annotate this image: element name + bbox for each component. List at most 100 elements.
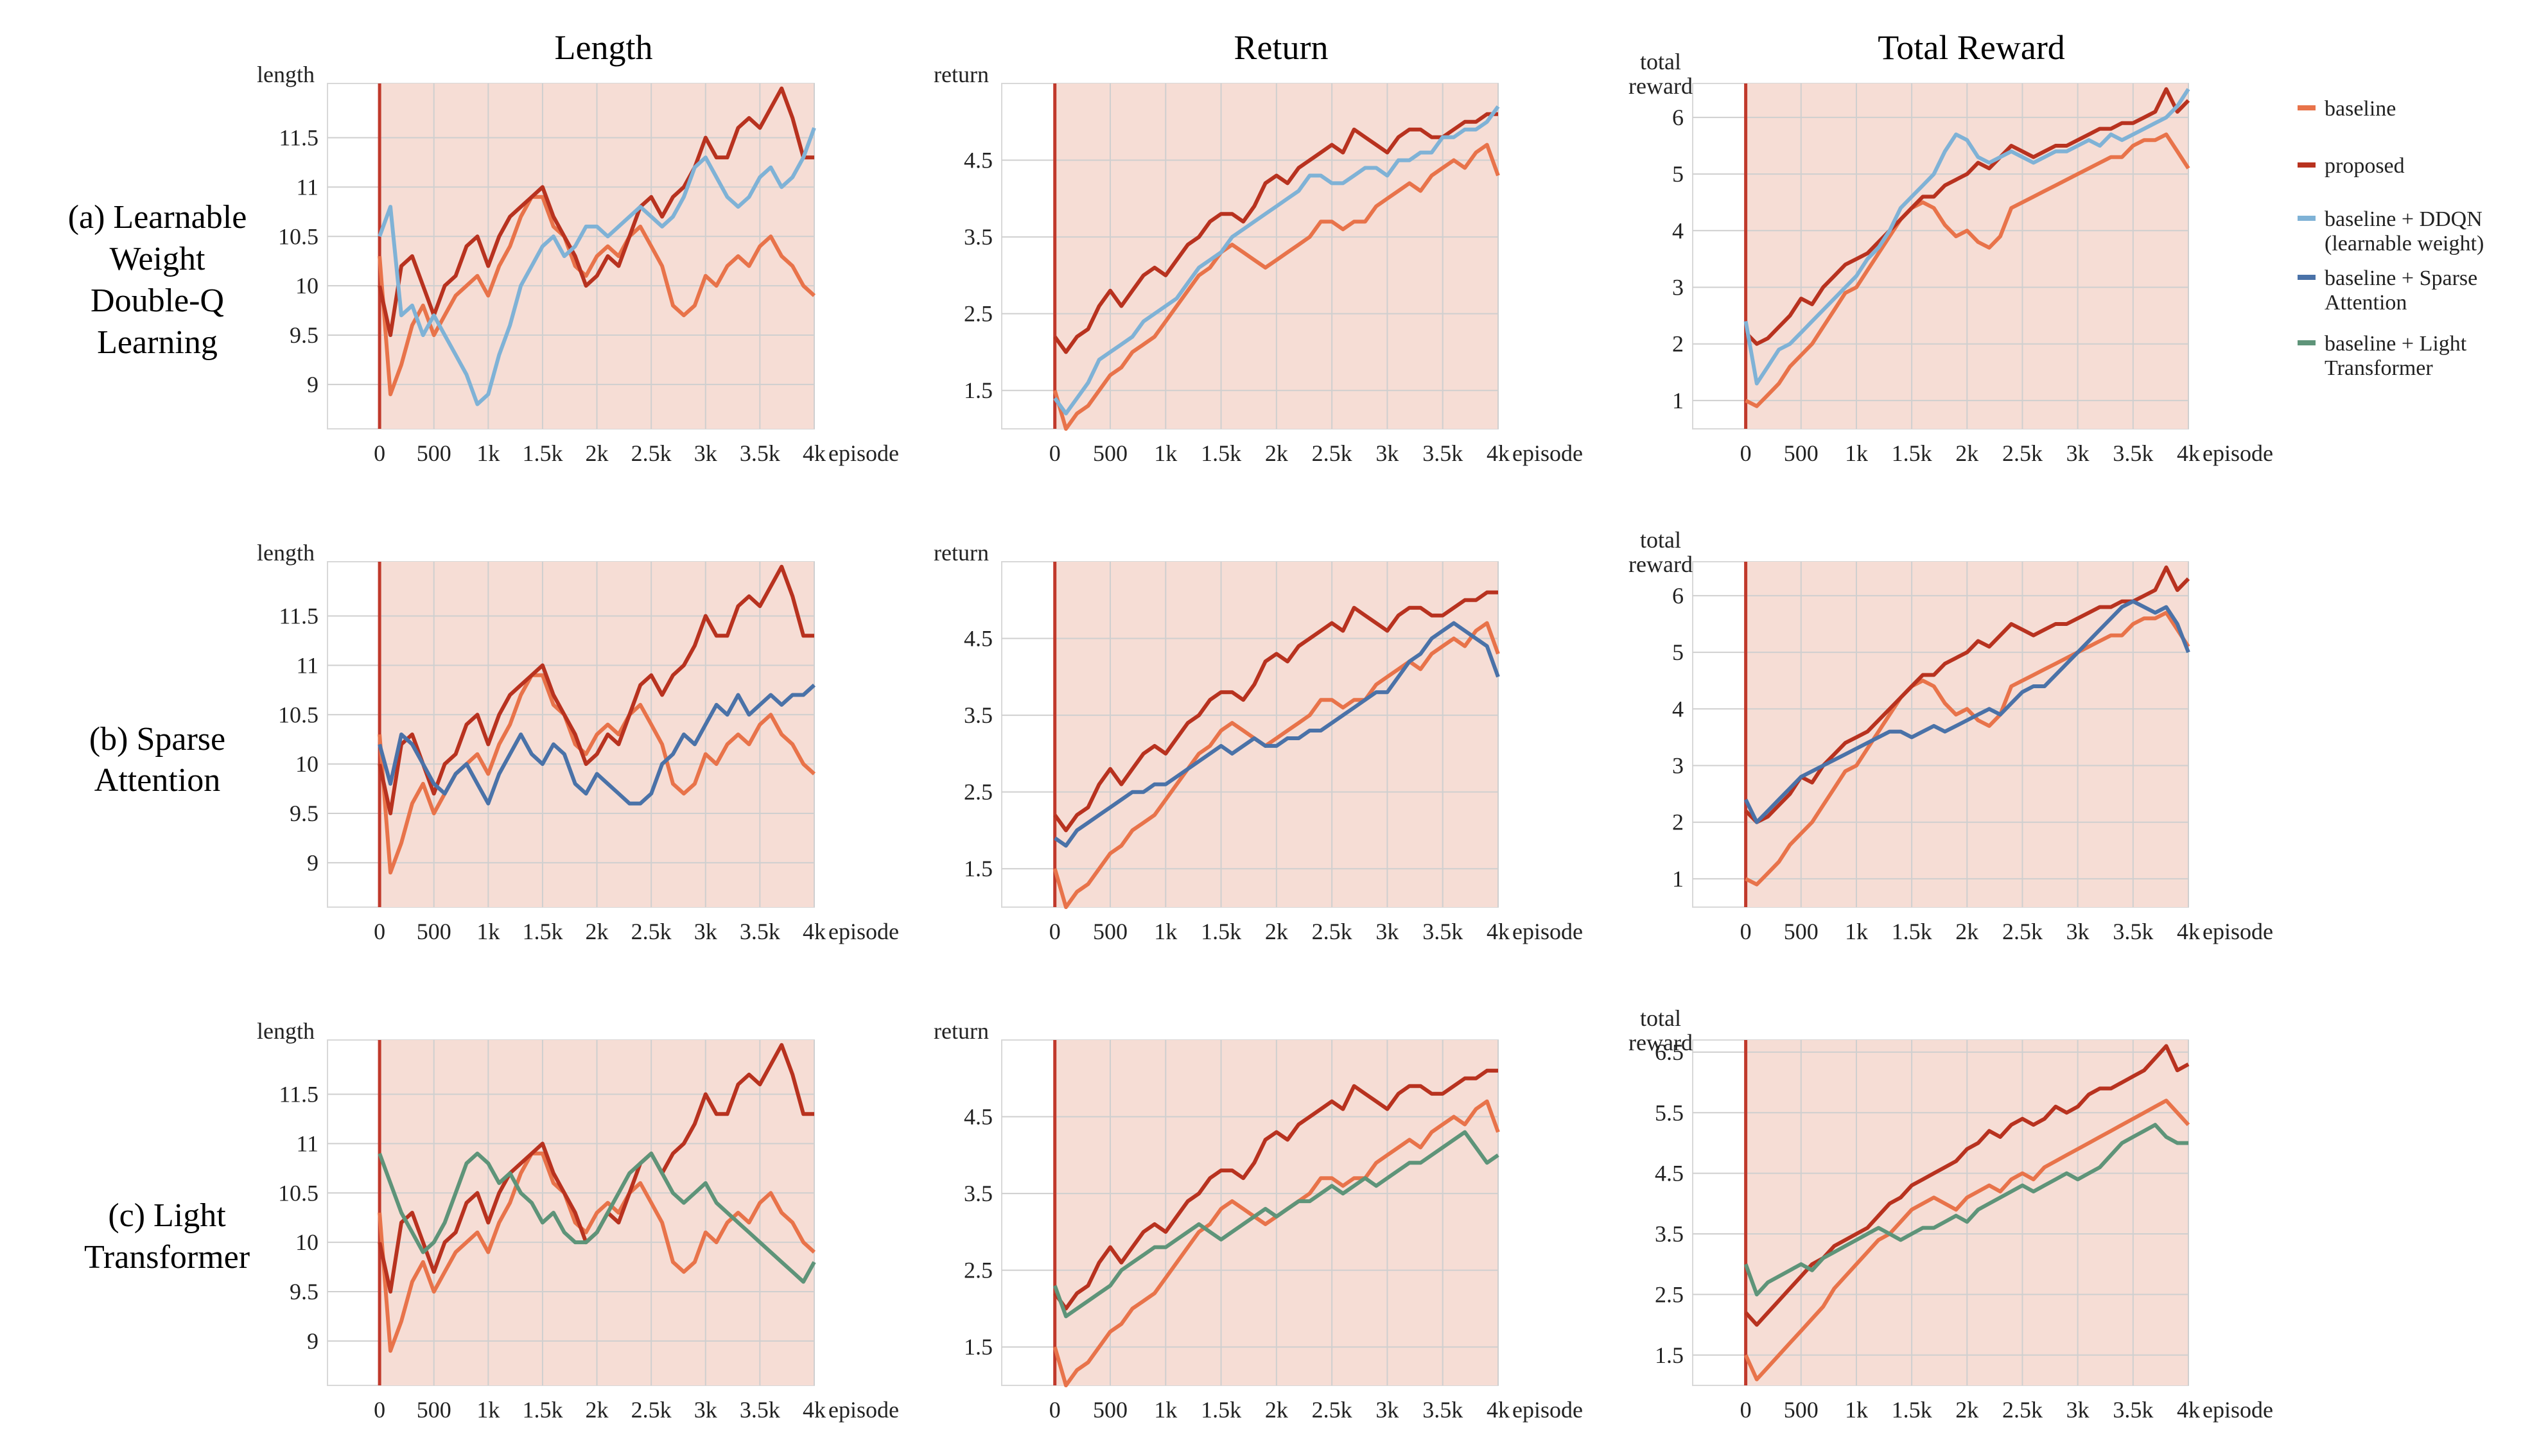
y-tick-label: 4.5 bbox=[964, 626, 993, 652]
y-tick-label: 3 bbox=[1672, 275, 1684, 300]
y-tick-label: 2 bbox=[1672, 810, 1684, 835]
series-line bbox=[378, 683, 816, 806]
x-tick-label: 2.5k bbox=[2002, 1397, 2043, 1423]
x-tick-label: 500 bbox=[1784, 919, 1819, 944]
series-line bbox=[1743, 1123, 2188, 1297]
panel-b-length: 9 9.5 10 10.5 11 11.5 0 500 1k 1.5k 2k 2.5k 3k 3.5k 4k… bbox=[257, 540, 899, 944]
legend-label: baseline + DDQN bbox=[2325, 207, 2483, 231]
panel-b-total-reward: 1 2 3 4 5 6 0 500 1k 1.5k 2k 2.5k 3k 3.5k 4k episode tot… bbox=[1628, 527, 2273, 944]
column-title-length: Length bbox=[555, 28, 653, 67]
y-axis-label: total reward bbox=[1628, 527, 1693, 577]
x-tick-label: 1k bbox=[476, 1397, 500, 1423]
x-tick-label: 0 bbox=[1740, 440, 1752, 466]
row-label-b-line: (b) Sparse bbox=[89, 721, 225, 758]
y-tick-label: 11 bbox=[296, 174, 318, 200]
legend-swatch bbox=[2298, 340, 2316, 345]
y-axis-label: total reward bbox=[1628, 1005, 1693, 1055]
y-tick-label: 10.5 bbox=[278, 1180, 318, 1206]
x-tick-label: 3k bbox=[694, 440, 717, 466]
y-tick-label: 5 bbox=[1672, 639, 1684, 665]
x-tick-label: 1.5k bbox=[1892, 440, 1932, 466]
x-tick-label: 3.5k bbox=[2113, 919, 2153, 944]
y-axis-label: length bbox=[257, 1018, 315, 1044]
series-line bbox=[1053, 112, 1498, 354]
x-tick-label: 3.5k bbox=[1422, 440, 1463, 466]
y-tick-label: 1 bbox=[1672, 866, 1684, 892]
x-tick-label: 3.5k bbox=[1422, 1397, 1463, 1423]
y-tick-label: 10.5 bbox=[278, 223, 318, 249]
y-tick-label: 2.5 bbox=[964, 1258, 993, 1283]
legend-item-proposed: proposed bbox=[2298, 154, 2405, 178]
legend-swatch bbox=[2298, 275, 2316, 280]
y-axis-label-line: reward bbox=[1628, 1030, 1693, 1055]
x-tick-label: 0 bbox=[374, 919, 385, 944]
panel-c-length: 9 9.5 10 10.5 11 11.5 0 500 1k 1.5k 2k 2.5k 3k 3.5k 4k… bbox=[257, 1018, 899, 1423]
series-line bbox=[1052, 143, 1500, 431]
x-tick-label: 3.5k bbox=[740, 440, 780, 466]
y-axis-label-line: total bbox=[1640, 1005, 1681, 1031]
y-axis-label: return bbox=[934, 62, 989, 87]
x-tick-label: 2.5k bbox=[2002, 440, 2043, 466]
legend-label: Transformer bbox=[2325, 356, 2433, 380]
x-axis-label: episode bbox=[828, 1397, 899, 1423]
y-tick-label: 4 bbox=[1672, 696, 1684, 722]
y-tick-label: 3.5 bbox=[1655, 1221, 1684, 1247]
y-tick-label: 4.5 bbox=[1655, 1161, 1684, 1186]
y-axis-label-line: total bbox=[1640, 49, 1681, 74]
y-tick-label: 3.5 bbox=[964, 702, 993, 728]
x-tick-label: 2k bbox=[1955, 440, 1978, 466]
y-axis-label-line: reward bbox=[1628, 551, 1693, 577]
row-label-a-line: Weight bbox=[110, 241, 205, 277]
y-tick-label: 3 bbox=[1672, 753, 1684, 779]
legend-item-ddqn: baseline + DDQN(learnable weight) bbox=[2298, 207, 2484, 256]
series-line bbox=[378, 1151, 816, 1284]
x-tick-label: 3.5k bbox=[2113, 1397, 2153, 1423]
y-tick-label: 10 bbox=[295, 1229, 318, 1255]
x-axis-label: episode bbox=[1512, 440, 1583, 466]
series-line bbox=[1053, 1068, 1498, 1311]
y-axis-label-line: reward bbox=[1628, 73, 1693, 99]
series-line bbox=[378, 86, 814, 337]
series-line bbox=[1052, 621, 1500, 909]
y-tick-label: 2.5 bbox=[1655, 1281, 1684, 1307]
y-tick-label: 11.5 bbox=[279, 1082, 318, 1107]
x-tick-label: 1.5k bbox=[522, 919, 563, 944]
series-line bbox=[378, 564, 814, 815]
column-title-total-reward: Total Reward bbox=[1878, 28, 2065, 67]
legend-swatch bbox=[2298, 105, 2316, 110]
y-tick-label: 9 bbox=[307, 1328, 318, 1354]
x-tick-label: 1k bbox=[476, 919, 500, 944]
x-tick-label: 3k bbox=[1375, 1397, 1399, 1423]
x-axis-label: episode bbox=[1512, 1397, 1583, 1423]
row-label-a-line: (a) Learnable bbox=[68, 199, 247, 236]
y-tick-label: 9.5 bbox=[290, 1279, 318, 1304]
x-tick-label: 3k bbox=[2066, 919, 2090, 944]
y-tick-label: 11 bbox=[296, 1131, 318, 1156]
x-tick-label: 4k bbox=[803, 440, 826, 466]
x-tick-label: 500 bbox=[1784, 1397, 1819, 1423]
x-tick-label: 2.5k bbox=[2002, 919, 2043, 944]
x-tick-label: 0 bbox=[374, 1397, 385, 1423]
series-line bbox=[378, 127, 816, 406]
x-tick-label: 4k bbox=[803, 919, 826, 944]
y-tick-label: 1.5 bbox=[964, 377, 993, 403]
x-tick-label: 2.5k bbox=[631, 919, 672, 944]
x-tick-label: 4k bbox=[1487, 440, 1510, 466]
x-tick-label: 3k bbox=[694, 1397, 717, 1423]
series-line bbox=[378, 1151, 816, 1353]
panel-c-total-reward: 1.5 2.5 3.5 4.5 5.5 6.5 0 500 1k 1.5k 2k 2.5k 3k 3.5k… bbox=[1628, 1005, 2273, 1423]
x-tick-label: 3.5k bbox=[2113, 440, 2153, 466]
y-tick-label: 1 bbox=[1672, 388, 1684, 413]
y-tick-label: 6 bbox=[1672, 105, 1684, 130]
series-line bbox=[1745, 611, 2190, 887]
x-tick-label: 2.5k bbox=[631, 440, 672, 466]
x-axis-label: episode bbox=[2203, 440, 2273, 466]
series-line bbox=[1053, 621, 1500, 848]
legend-label: Attention bbox=[2325, 291, 2407, 315]
y-tick-label: 11 bbox=[296, 652, 318, 678]
y-tick-label: 4.5 bbox=[964, 148, 993, 173]
y-tick-label: 9.5 bbox=[290, 322, 318, 348]
x-tick-label: 4k bbox=[1487, 1397, 1510, 1423]
